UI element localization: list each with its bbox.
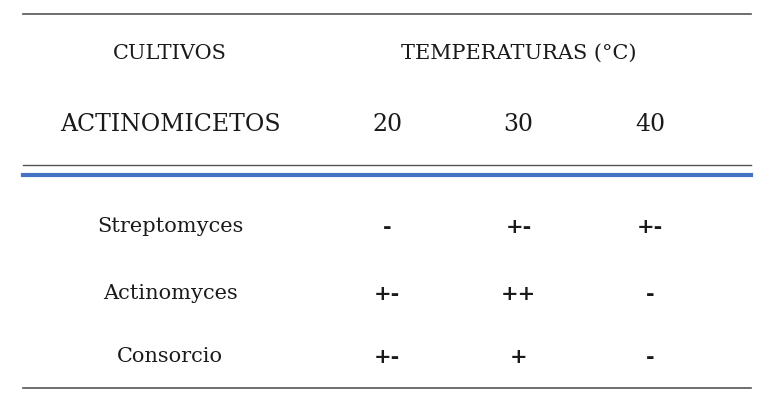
Text: -: -: [382, 217, 392, 236]
Text: 40: 40: [635, 113, 665, 136]
Text: 20: 20: [372, 113, 402, 136]
Text: -: -: [646, 284, 655, 303]
Text: CULTIVOS: CULTIVOS: [113, 44, 228, 63]
Text: +: +: [510, 347, 527, 366]
Text: TEMPERATURAS (°C): TEMPERATURAS (°C): [401, 44, 636, 63]
Text: +-: +-: [637, 217, 663, 236]
Text: Streptomyces: Streptomyces: [97, 217, 244, 236]
Text: 30: 30: [504, 113, 533, 136]
Text: +-: +-: [505, 217, 532, 236]
Text: Consorcio: Consorcio: [118, 347, 223, 366]
Text: +-: +-: [374, 284, 400, 303]
Text: ACTINOMICETOS: ACTINOMICETOS: [60, 113, 281, 136]
Text: -: -: [646, 347, 655, 366]
Text: Actinomyces: Actinomyces: [103, 284, 238, 303]
Text: +-: +-: [374, 347, 400, 366]
Text: ++: ++: [501, 284, 536, 303]
